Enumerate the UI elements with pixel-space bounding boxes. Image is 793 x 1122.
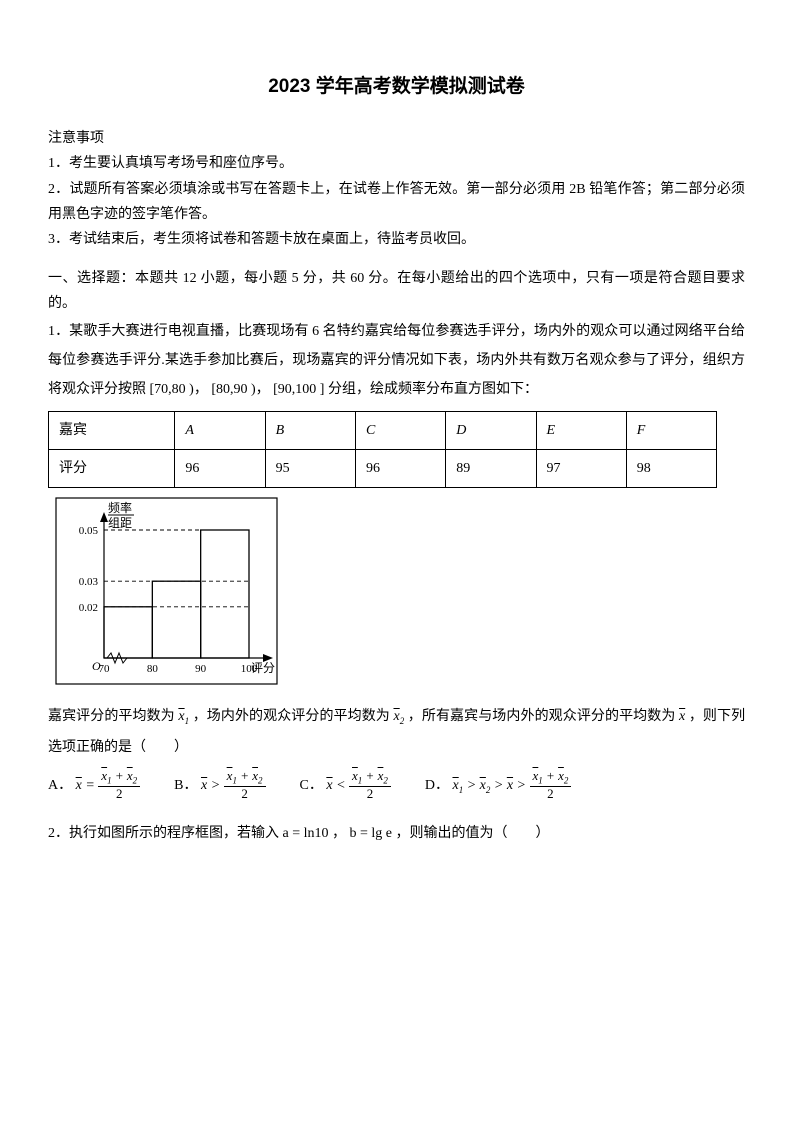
table-row-header: 嘉宾 A B C D E F [49,411,717,449]
svg-text:组距: 组距 [108,516,132,530]
col-F: F [626,411,716,449]
svg-text:90: 90 [195,663,207,675]
svg-text:O: O [92,659,101,673]
q2-text: 2．执行如图所示的程序框图，若输入 a = ln10 ， b = lg e ，则… [48,821,745,846]
table-row-scores: 评分 96 95 96 89 97 98 [49,449,717,487]
col-E: E [536,411,626,449]
note-3: 3．考试结束后，考生须将试卷和答题卡放在桌面上，待监考员收回。 [48,227,745,252]
svg-text:0.03: 0.03 [79,576,99,588]
option-A: A． x = x1 + x22 [48,770,140,802]
score-A: 96 [175,449,265,487]
option-B: B． x > x1 + x22 [174,770,265,802]
note-1: 1．考生要认真填写考场号和座位序号。 [48,151,745,176]
col-C: C [355,411,445,449]
score-B: 95 [265,449,355,487]
page-root: 2023 学年高考数学模拟测试卷 注意事项 1．考生要认真填写考场号和座位序号。… [0,0,793,887]
option-D: D． x1 > x2 > x > x1 + x22 [425,770,571,802]
row1-label: 嘉宾 [49,411,175,449]
svg-text:80: 80 [147,663,159,675]
q1-text-c: 嘉宾评分的平均数为 [48,709,175,724]
q1-intervals: [70,80 )， [80,90 )， [90,100 ] [150,382,325,397]
notes-heading: 注意事项 [48,126,745,151]
q1-text: 1．某歌手大赛进行电视直播，比赛现场有 6 名特约嘉宾给每位参赛选手评分，场内外… [48,317,745,405]
q1-text-b: 分组，绘成频率分布直方图如下： [328,382,538,397]
svg-text:0.05: 0.05 [79,525,99,537]
q1-text-d: ，场内外的观众评分的平均数为 [193,709,390,724]
score-C: 96 [355,449,445,487]
xbar2: x2 [393,709,404,724]
q1-text2: 嘉宾评分的平均数为 x1 ，场内外的观众评分的平均数为 x2 ，所有嘉宾与场内外… [48,702,745,764]
score-F: 98 [626,449,716,487]
col-B: B [265,411,355,449]
score-E: 97 [536,449,626,487]
svg-text:频率: 频率 [108,500,132,515]
svg-text:0.02: 0.02 [79,602,98,614]
histogram-chart: 0.050.030.02708090100频率组距评分O [54,496,745,686]
score-D: 89 [446,449,536,487]
option-C: C． x < x1 + x22 [300,770,391,802]
col-A: A [175,411,265,449]
col-D: D [446,411,536,449]
histogram-svg: 0.050.030.02708090100频率组距评分O [54,496,279,686]
row2-label: 评分 [49,449,175,487]
q1-options: A． x = x1 + x22 B． x > x1 + x22 C． x < x… [48,770,745,802]
section1-heading: 一、选择题：本题共 12 小题，每小题 5 分，共 60 分。在每小题给出的四个… [48,266,745,316]
xbar1: x1 [178,709,189,724]
page-title: 2023 学年高考数学模拟测试卷 [48,70,745,104]
note-2: 2．试题所有答案必须填涂或书写在答题卡上，在试卷上作答无效。第一部分必须用 2B… [48,177,745,227]
score-table: 嘉宾 A B C D E F 评分 96 95 96 89 97 98 [48,411,717,488]
xbar: x [679,709,685,724]
q1-text-e: ，所有嘉宾与场内外的观众评分的平均数为 [408,709,676,724]
svg-text:评分: 评分 [251,661,275,675]
